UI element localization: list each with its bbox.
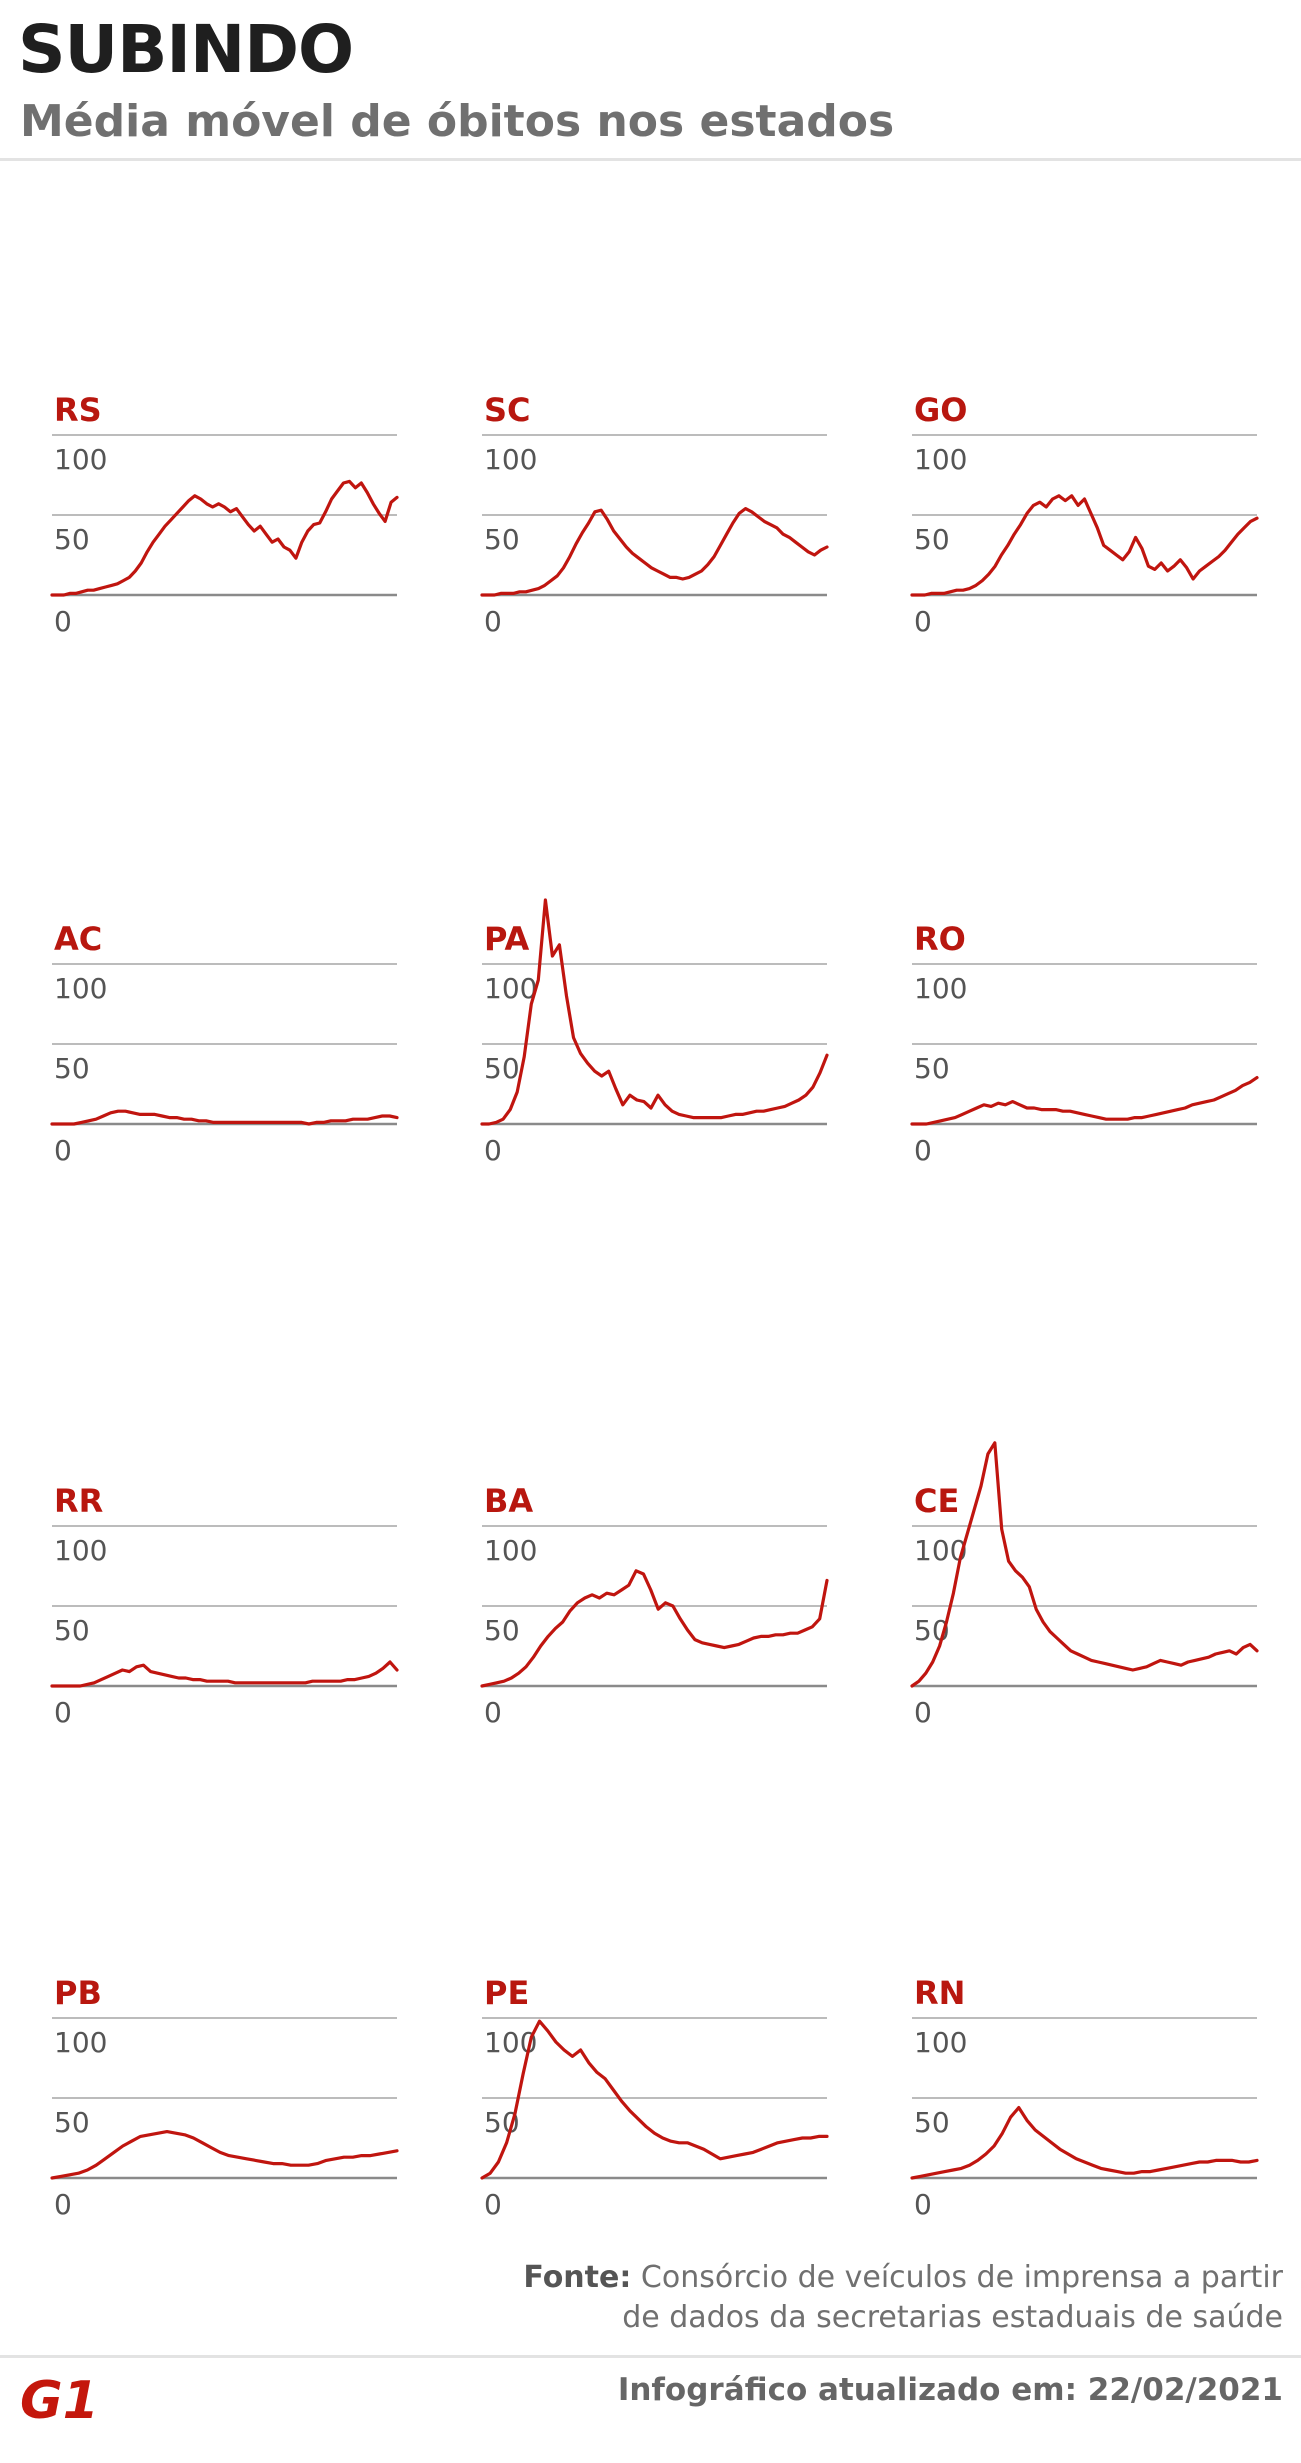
chart-title: SC (484, 391, 531, 429)
y-tick-label: 50 (484, 1614, 520, 1647)
chart-title: PE (484, 1974, 529, 2012)
chart-pb: 100 50 0 PB (50, 1974, 399, 2221)
series-line-ro (910, 1075, 1259, 1126)
y-tick-label: 0 (484, 1696, 502, 1729)
y-tick-label: 100 (914, 972, 967, 1005)
y-tick-label: 0 (484, 1134, 502, 1167)
y-tick-label: 50 (54, 1052, 90, 1085)
chart-title: RR (54, 1482, 103, 1520)
y-tick-label: 0 (914, 2188, 932, 2221)
chart-pa: 100 50 0 PA (480, 898, 829, 1167)
updated-date: Infográfico atualizado em: 22/02/2021 (617, 2372, 1283, 2408)
y-tick-label: 100 (54, 443, 107, 476)
series-line-pe (480, 2019, 829, 2180)
source-label: Fonte: (523, 2260, 632, 2295)
series-line-ba (480, 1569, 829, 1688)
y-tick-label: 0 (484, 605, 502, 638)
chart-rs: 100 50 0 RS (50, 391, 399, 638)
y-tick-label: 100 (484, 972, 537, 1005)
y-tick-label: 50 (484, 1052, 520, 1085)
header-divider (0, 158, 1301, 161)
page-title: SUBINDO (18, 11, 354, 88)
series-line-rn (910, 2106, 1259, 2180)
source-line-2: de dados da secretarias estaduais de saú… (622, 2300, 1283, 2335)
y-tick-label: 0 (54, 1134, 72, 1167)
series-line-rr (50, 1660, 399, 1688)
series-line-rs (50, 479, 399, 597)
series-line-sc (480, 507, 829, 597)
y-tick-label: 50 (484, 523, 520, 556)
source-line-1: Consórcio de veículos de imprensa a part… (640, 2260, 1283, 2295)
source-note: Fonte: Consórcio de veículos de imprensa… (383, 2258, 1283, 2338)
chart-title: AC (54, 920, 102, 958)
y-tick-label: 0 (914, 1134, 932, 1167)
chart-rn: 100 50 0 RN (910, 1974, 1259, 2221)
chart-title: RN (914, 1974, 965, 2012)
y-tick-label: 100 (484, 1534, 537, 1567)
chart-title: RO (914, 920, 966, 958)
chart-ac: 100 50 0 AC (50, 920, 399, 1167)
y-tick-label: 50 (54, 523, 90, 556)
y-tick-label: 50 (914, 2106, 950, 2139)
series-line-pb (50, 2130, 399, 2180)
y-tick-label: 0 (914, 605, 932, 638)
y-tick-label: 100 (914, 2026, 967, 2059)
chart-ro: 100 50 0 RO (910, 920, 1259, 1167)
chart-title: RS (54, 391, 102, 429)
y-tick-label: 50 (914, 523, 950, 556)
chart-sc: 100 50 0 SC (480, 391, 829, 638)
y-tick-label: 100 (54, 972, 107, 1005)
g1-logo-text: G1 (20, 2371, 99, 2426)
y-tick-label: 100 (914, 443, 967, 476)
chart-title: BA (484, 1482, 533, 1520)
y-tick-label: 0 (914, 1696, 932, 1729)
page-subtitle: Média móvel de óbitos nos estados (20, 96, 895, 147)
chart-title: PA (484, 920, 530, 958)
y-tick-label: 100 (54, 1534, 107, 1567)
y-tick-label: 0 (54, 1696, 72, 1729)
y-tick-label: 100 (484, 443, 537, 476)
chart-title: GO (914, 391, 967, 429)
y-tick-label: 50 (54, 1614, 90, 1647)
series-line-pa (480, 898, 829, 1126)
y-tick-label: 0 (54, 2188, 72, 2221)
y-tick-label: 50 (914, 1052, 950, 1085)
series-line-ac (50, 1109, 399, 1126)
y-tick-label: 0 (54, 605, 72, 638)
series-line-go (910, 494, 1259, 597)
chart-ba: 100 50 0 BA (480, 1482, 829, 1729)
y-tick-label: 0 (484, 2188, 502, 2221)
series-line-ce (910, 1441, 1259, 1688)
chart-title: CE (914, 1482, 959, 1520)
y-tick-label: 50 (54, 2106, 90, 2139)
g1-logo: G1 (20, 2371, 99, 2426)
y-tick-label: 100 (54, 2026, 107, 2059)
footer-divider (0, 2355, 1301, 2358)
chart-title: PB (54, 1974, 102, 2012)
chart-rr: 100 50 0 RR (50, 1482, 399, 1729)
chart-go: 100 50 0 GO (910, 391, 1259, 638)
